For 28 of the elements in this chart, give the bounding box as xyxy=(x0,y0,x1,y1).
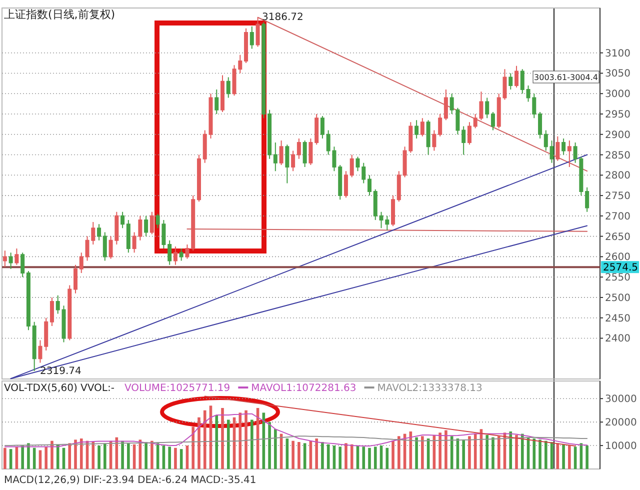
y-tick-label: 30000 xyxy=(605,394,637,406)
y-tick-label: 2600 xyxy=(605,252,630,264)
annotation: 2319.74 xyxy=(40,366,82,377)
text: MACD(12,26,9) DIF:-23.94 DEA:-6.24 MACD:-35.41 xyxy=(4,475,256,486)
chart-title: VOL-TDX(5,60) VVOL:- xyxy=(4,383,115,394)
y-tick-label: 2900 xyxy=(605,130,630,141)
y-tick-label: 2800 xyxy=(605,170,630,182)
y-tick-label: 2500 xyxy=(605,292,630,304)
y-tick-label: 2950 xyxy=(605,110,630,120)
y-tick-label: 2400 xyxy=(605,334,630,345)
legend-label: MAVOL2:1333378.13 xyxy=(377,383,482,394)
annotation: VOLUME:1025771.19 xyxy=(124,383,230,394)
y-tick-label: 3050 xyxy=(605,68,630,80)
annotation: 3003.61-3004.4 xyxy=(534,73,598,82)
legend-label: MAVOL1:1072281.63 xyxy=(251,383,356,394)
y-tick-label: 3100 xyxy=(605,48,630,60)
y-tick-label: 2650 xyxy=(605,232,630,243)
y-tick-label: 2850 xyxy=(605,150,630,162)
y-tick-label: 3000 xyxy=(605,89,630,100)
y-tick-label: 2700 xyxy=(605,211,630,222)
ref-line-label: 2574.5 xyxy=(603,262,638,274)
y-tick-label: 10000 xyxy=(605,441,637,452)
y-tick-label: 2750 xyxy=(605,191,630,202)
y-tick-label: 20000 xyxy=(605,418,637,429)
y-tick-label: 2550 xyxy=(605,272,630,284)
chart-title: 上证指数(日线,前复权) xyxy=(4,8,116,21)
annotation: 3186.72 xyxy=(262,12,304,23)
y-tick-label: 2450 xyxy=(605,313,630,324)
